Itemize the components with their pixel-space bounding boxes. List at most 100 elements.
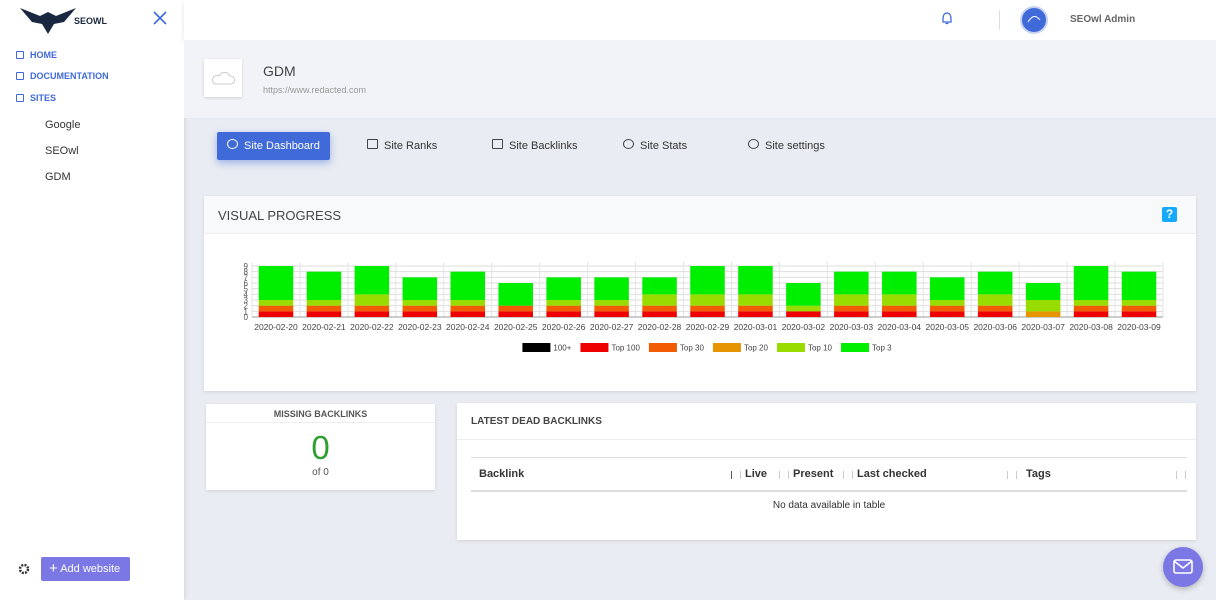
sort-icon[interactable] <box>843 471 853 479</box>
user-name[interactable]: SEOwl Admin <box>1070 14 1136 25</box>
bar-segment <box>690 266 725 295</box>
x-tick-label: 2020-03-04 <box>878 322 922 332</box>
sort-icon[interactable] <box>1176 471 1186 479</box>
bar-segment <box>1025 300 1061 312</box>
close-icon[interactable] <box>153 11 167 25</box>
legend-swatch <box>712 343 741 352</box>
card-title: LATEST DEAD BACKLINKS <box>457 403 1196 440</box>
legend-swatch <box>522 343 551 352</box>
y-tick-label: 6 <box>244 279 249 288</box>
nav-icon <box>16 51 24 59</box>
bar-segment <box>1121 300 1157 306</box>
sort-icon[interactable] <box>1007 471 1017 479</box>
missing-backlinks-card: MISSING BACKLINKS 0 of 0 <box>206 404 435 490</box>
bar-segment <box>306 300 342 306</box>
tab-icon <box>492 139 503 149</box>
x-tick-label: 2020-03-03 <box>830 322 874 332</box>
bar-segment <box>258 305 294 312</box>
bar-segment <box>1073 266 1109 300</box>
nav-link[interactable]: SITES <box>30 93 57 103</box>
tab-label: Site Ranks <box>384 140 438 152</box>
bar-segment <box>786 305 821 312</box>
bar-segment <box>690 305 725 312</box>
y-tick-label: 9 <box>244 262 249 271</box>
bar-segment <box>1073 305 1109 312</box>
add-website-label: Add website <box>60 563 121 575</box>
x-tick-label: 2020-02-21 <box>302 322 346 332</box>
column-header[interactable]: Tags <box>1026 468 1051 480</box>
bar-segment <box>306 311 342 317</box>
tab-icon <box>748 139 759 149</box>
bar-segment <box>1025 311 1061 317</box>
tab-label: Site Stats <box>640 140 688 152</box>
tab[interactable]: Site Ranks <box>357 132 447 160</box>
x-tick-label: 2020-02-27 <box>590 322 634 332</box>
x-tick-label: 2020-02-22 <box>350 322 394 332</box>
sort-icon[interactable] <box>779 471 789 479</box>
tab[interactable]: Site Backlinks <box>482 132 587 160</box>
y-tick-label: 1 <box>244 307 249 316</box>
site-name: GDM <box>263 63 296 79</box>
bar-segment <box>402 277 438 300</box>
bar-segment <box>882 271 917 295</box>
bar-segment <box>977 305 1013 312</box>
site-link[interactable]: GDM <box>45 171 71 183</box>
bar-segment <box>354 311 390 317</box>
bar-segment <box>402 305 438 312</box>
bar-segment <box>450 300 486 306</box>
card-title: VISUAL PROGRESS <box>218 208 342 223</box>
legend-label: Top 100 <box>611 344 640 353</box>
bar-segment <box>258 300 294 306</box>
bar-segment <box>834 271 869 295</box>
bar-segment <box>929 305 965 312</box>
bar-segment <box>977 271 1013 295</box>
nav-link[interactable]: DOCUMENTATION <box>30 71 109 81</box>
sort-icon[interactable] <box>731 471 741 479</box>
bar-segment <box>738 266 773 295</box>
sidebar: SEOWL + Add website HOME DOCUMENTATION SIT… <box>0 0 184 600</box>
visual-progress-card: VISUAL PROGRESS ? 0 1 2 3 4 5 6 7 8 9 2020-02-20 20… <box>204 196 1196 391</box>
bar-segment <box>834 305 869 312</box>
tab-label: Site Backlinks <box>509 140 578 152</box>
y-tick-label: 7 <box>244 273 249 282</box>
bar-segment <box>594 300 629 306</box>
site-url: https://www.redacted.com <box>263 85 367 95</box>
column-header[interactable]: Live <box>745 468 768 480</box>
bar-segment <box>498 283 533 306</box>
bar-segment <box>354 294 390 306</box>
nav-link[interactable]: HOME <box>30 50 57 60</box>
bar-segment <box>786 283 821 306</box>
column-header[interactable]: Present <box>793 468 834 480</box>
bar-segment <box>1121 271 1157 300</box>
chat-button[interactable] <box>1163 547 1203 587</box>
bar-segment <box>1073 311 1109 317</box>
bell-icon[interactable] <box>941 12 953 26</box>
avatar[interactable] <box>1020 6 1048 34</box>
x-tick-label: 2020-03-01 <box>734 322 778 332</box>
legend-label: 100+ <box>553 344 571 353</box>
bar-segment <box>929 277 965 300</box>
site-link[interactable]: Google <box>45 119 81 131</box>
help-button[interactable]: ? <box>1162 207 1177 222</box>
tab[interactable]: Site Dashboard <box>217 132 330 160</box>
site-link[interactable]: SEOwl <box>45 145 79 157</box>
bar-segment <box>258 266 294 300</box>
missing-total: of 0 <box>312 467 329 478</box>
tab-label: Site Dashboard <box>244 140 320 152</box>
x-tick-label: 2020-02-20 <box>254 322 298 332</box>
add-website-button[interactable]: + Add website <box>41 557 130 581</box>
tab[interactable]: Site settings <box>738 132 835 160</box>
tab[interactable]: Site Stats <box>613 132 697 160</box>
bar-segment <box>498 311 533 317</box>
column-header[interactable]: Last checked <box>857 468 927 480</box>
x-tick-label: 2020-02-29 <box>686 322 730 332</box>
column-header[interactable]: Backlink <box>479 468 525 480</box>
x-tick-label: 2020-02-28 <box>638 322 682 332</box>
settings-icon[interactable] <box>18 563 30 575</box>
bar-segment <box>402 311 438 317</box>
legend-label: Top 20 <box>744 344 769 353</box>
bar-segment <box>1025 283 1061 300</box>
nav-icon <box>16 94 24 102</box>
x-tick-label: 2020-02-24 <box>446 322 490 332</box>
